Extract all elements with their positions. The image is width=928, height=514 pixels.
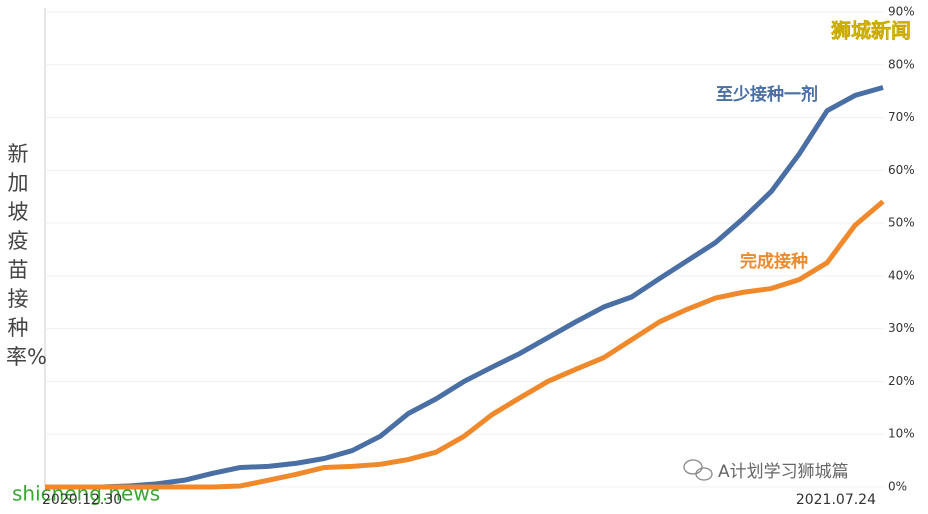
y-tick-label: 30% [888,321,915,335]
watermark: A计划学习狮城篇 [718,462,849,482]
y-tick-label: 20% [888,374,915,388]
y-tick-label: 90% [888,5,915,19]
y-tick-label: 10% [888,427,915,441]
y-axis-label: 新加坡疫苗接种率% [6,142,47,369]
series-line [45,85,884,490]
x-tick-label: 2021.07.24 [796,492,876,508]
y-tick-label: 70% [888,110,915,124]
y-tick-label: 40% [888,268,915,282]
y-tick-label: 0% [888,480,907,494]
x-tick-label: 2020.12.30 [42,492,122,508]
series-label: 完成接种 [740,251,808,272]
y-tick-label: 80% [888,57,915,71]
series-line [45,199,885,490]
wechat-icon [683,459,713,481]
y-tick-label: 60% [888,163,915,177]
series-label: 至少接种一剂 [716,84,818,105]
watermark: 狮城新闻 [831,19,911,43]
y-tick-label: 50% [888,216,915,230]
